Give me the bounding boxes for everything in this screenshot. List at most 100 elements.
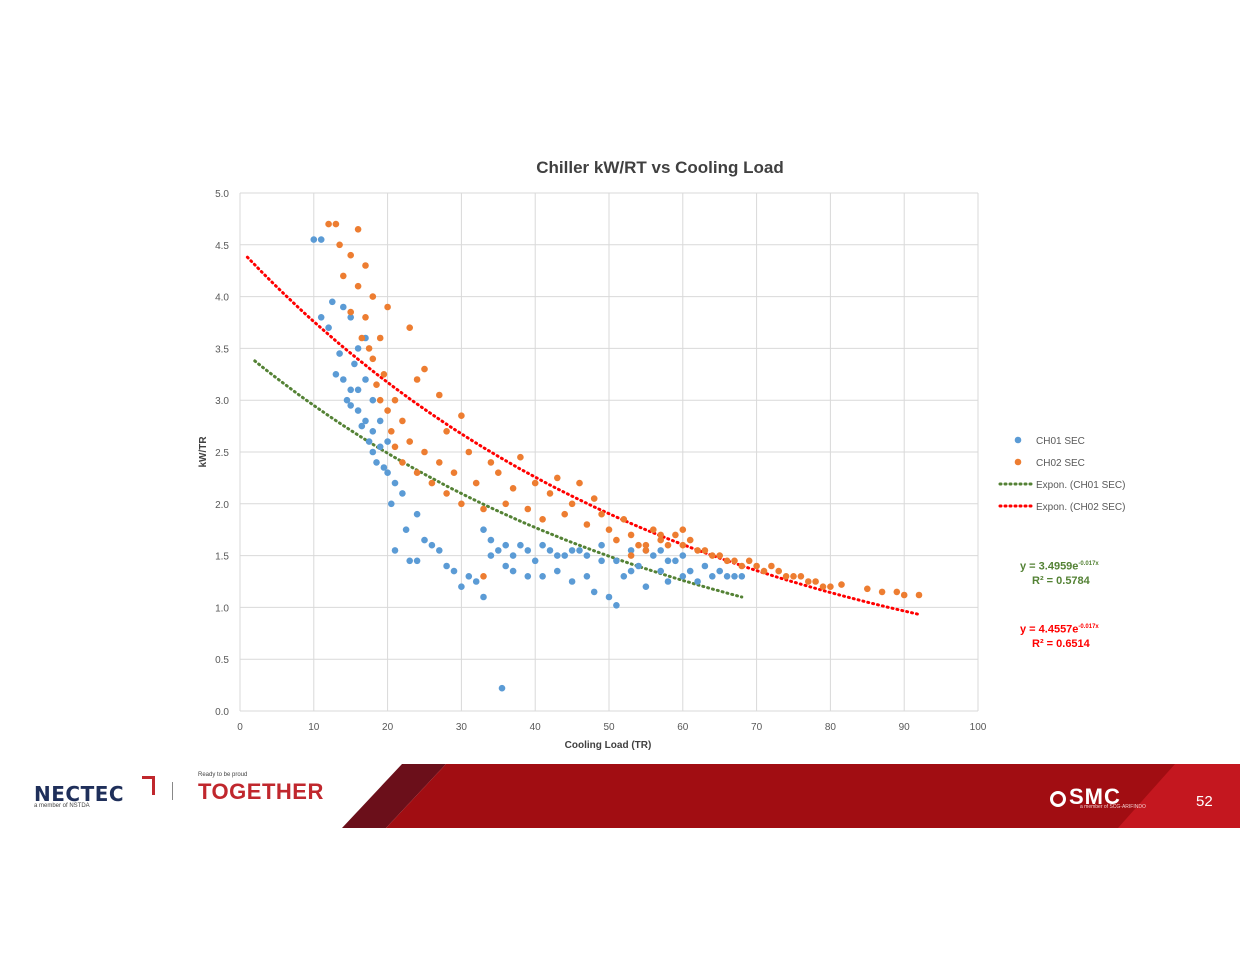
data-point <box>613 536 620 544</box>
data-point <box>365 345 373 352</box>
data-point <box>539 573 546 580</box>
data-point <box>731 573 738 580</box>
y-tick-label: 4.0 <box>215 293 229 304</box>
data-point <box>384 438 391 445</box>
data-point <box>517 453 524 461</box>
data-point <box>502 562 510 570</box>
data-point <box>362 262 369 269</box>
data-point <box>576 547 583 554</box>
data-point <box>421 448 428 456</box>
smc-wordmark: SMC <box>1069 784 1121 809</box>
data-point <box>583 552 591 559</box>
together-logo: TOGETHER <box>198 779 324 804</box>
data-point <box>406 557 414 565</box>
data-point <box>554 474 561 482</box>
data-point <box>838 581 845 588</box>
data-point <box>487 552 495 559</box>
data-point <box>554 552 561 559</box>
y-tick-label: 0.5 <box>215 655 229 666</box>
data-point <box>524 547 532 554</box>
data-point <box>672 531 679 539</box>
data-point <box>502 541 510 549</box>
data-point <box>524 505 532 513</box>
data-point <box>450 567 458 575</box>
data-point <box>487 536 495 544</box>
data-point <box>365 438 373 445</box>
data-point <box>480 593 487 601</box>
data-point <box>531 479 539 487</box>
x-tick-label: 60 <box>677 722 689 733</box>
data-point <box>391 443 399 451</box>
data-point <box>642 583 650 590</box>
data-point <box>402 526 410 533</box>
data-point <box>627 552 635 559</box>
data-point <box>472 479 480 487</box>
data-point <box>428 541 436 549</box>
data-point <box>694 578 701 585</box>
data-point <box>768 562 775 570</box>
x-tick-label: 90 <box>899 722 911 733</box>
data-point <box>790 573 797 580</box>
page-number: 52 <box>1196 793 1213 810</box>
data-point <box>465 573 473 580</box>
data-point <box>650 552 657 559</box>
data-point <box>413 376 421 383</box>
data-point <box>613 557 620 565</box>
data-point <box>664 541 672 549</box>
data-point <box>679 552 687 559</box>
x-tick-label: 70 <box>751 722 763 733</box>
data-point <box>343 396 351 404</box>
data-point <box>376 443 384 451</box>
data-point <box>325 220 332 228</box>
data-point <box>380 464 388 471</box>
data-point <box>340 303 347 311</box>
data-points <box>310 220 923 692</box>
data-point <box>495 547 502 554</box>
data-point <box>502 500 510 508</box>
data-point <box>428 479 436 487</box>
data-point <box>399 417 406 425</box>
x-tick-label: 100 <box>970 722 987 733</box>
data-point <box>347 386 355 394</box>
data-point <box>332 220 340 228</box>
data-point <box>679 526 687 533</box>
data-point <box>376 396 384 404</box>
smc-ring-icon <box>1050 791 1066 807</box>
data-point <box>332 371 340 378</box>
smc-tagline: a member of SCG-ARIFINDO <box>1080 804 1146 810</box>
data-point <box>458 583 465 590</box>
footer-light-stripe <box>1118 764 1240 828</box>
data-point <box>480 505 487 513</box>
data-point <box>336 350 343 357</box>
data-point <box>731 557 738 565</box>
data-point <box>373 459 380 466</box>
chart-axes: 0 10 20 30 40 50 60 70 80 90 100 0.0 0.5 1.0 1.5 2.0 2.5… <box>215 189 987 733</box>
x-tick-label: 0 <box>237 722 243 733</box>
data-point <box>436 391 443 399</box>
data-point <box>480 526 487 533</box>
data-point <box>723 557 731 565</box>
data-point <box>745 557 753 565</box>
data-point <box>399 490 406 497</box>
data-point <box>443 428 450 435</box>
y-tick-label: 1.5 <box>215 552 229 563</box>
data-point <box>657 536 664 544</box>
data-point <box>391 479 399 487</box>
data-point <box>347 308 355 316</box>
data-point <box>576 479 583 487</box>
data-point <box>775 567 782 575</box>
data-point <box>480 573 487 580</box>
data-point <box>369 293 377 300</box>
data-point <box>362 376 369 383</box>
data-point <box>329 298 336 306</box>
x-tick-label: 80 <box>825 722 837 733</box>
data-point <box>384 303 391 311</box>
data-point <box>376 334 384 342</box>
data-point <box>358 334 366 342</box>
data-point <box>657 567 664 575</box>
legend-label: Expon. (CH02 SEC) <box>1036 502 1125 513</box>
data-point <box>686 536 694 544</box>
legend-marker <box>1014 458 1022 466</box>
together-tagline: Ready to be proud <box>198 772 248 778</box>
data-point <box>635 541 642 549</box>
